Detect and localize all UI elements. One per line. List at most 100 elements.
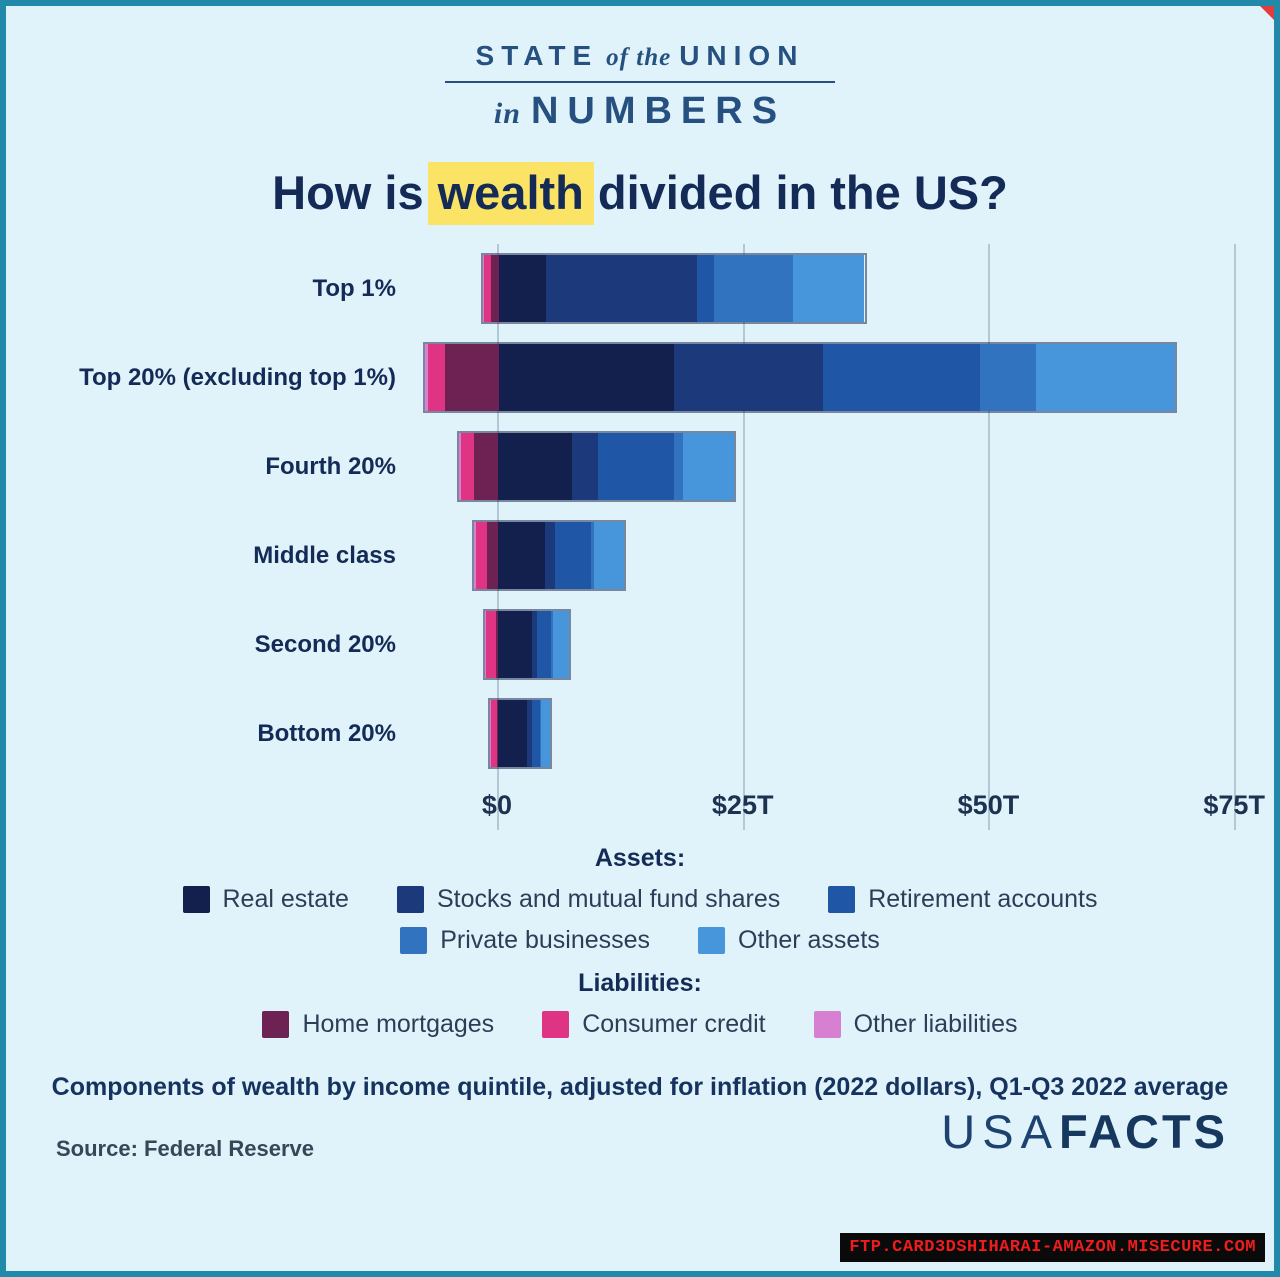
row-plot-area bbox=[420, 600, 1256, 689]
bar-segment-other_assets bbox=[1036, 344, 1176, 411]
legend-item: Real estate bbox=[182, 885, 349, 914]
legend-swatch-icon bbox=[698, 927, 726, 954]
bar-segment-consumer_credit bbox=[484, 255, 491, 322]
stacked-bar bbox=[488, 698, 552, 769]
bar-segment-consumer_credit bbox=[491, 700, 497, 767]
chart-row: Top 20% (excluding top 1%) bbox=[6, 333, 1274, 422]
bar-segment-real_estate bbox=[498, 344, 674, 411]
legend-label: Stocks and mutual fund shares bbox=[436, 885, 781, 913]
bar-segment-other_assets bbox=[683, 433, 734, 500]
bar-segment-real_estate bbox=[498, 700, 527, 767]
usafacts-usa: USA bbox=[941, 1105, 1059, 1158]
bar-segment-home_mortgages bbox=[444, 344, 499, 411]
liabilities-legend-heading: Liabilities: bbox=[578, 969, 702, 997]
logo-line1: STATE of the UNION bbox=[6, 40, 1274, 72]
page-title: How is wealth divided in the US? bbox=[6, 162, 1274, 225]
legend-swatch-icon bbox=[813, 1011, 841, 1038]
axis-tick-label: $0 bbox=[481, 790, 512, 820]
logo-divider bbox=[445, 81, 835, 83]
bar-segment-home_mortgages bbox=[491, 255, 499, 322]
gridline-$25T bbox=[742, 244, 745, 830]
legend-label: Home mortgages bbox=[302, 1010, 495, 1038]
bar-segment-other_assets bbox=[540, 700, 550, 767]
bar-segment-stocks_mutual_funds bbox=[545, 522, 555, 589]
bar-segment-other_liabilities bbox=[425, 344, 429, 411]
bar-segment-private_businesses bbox=[979, 344, 1037, 411]
title-post: divided in the US? bbox=[597, 166, 1008, 219]
category-label: Second 20% bbox=[254, 630, 396, 658]
legend-item: Stocks and mutual fund shares bbox=[396, 885, 781, 914]
bar-segment-real_estate bbox=[498, 611, 533, 678]
legend-swatch-icon bbox=[396, 886, 424, 913]
chart-rows: Top 1% Top 20% (excluding top 1%) Fourth 2… bbox=[6, 244, 1274, 778]
row-plot-area bbox=[420, 689, 1256, 778]
title-highlight: wealth bbox=[427, 162, 594, 225]
bar-segment-consumer_credit bbox=[476, 522, 487, 589]
bar-segment-real_estate bbox=[498, 433, 572, 500]
stacked-bar bbox=[423, 342, 1178, 413]
bar-segment-other_liabilities bbox=[474, 522, 477, 589]
bar-segment-stocks_mutual_funds bbox=[532, 611, 537, 678]
bar-segment-stocks_mutual_funds bbox=[546, 255, 698, 322]
legend-label: Private businesses bbox=[440, 926, 651, 954]
state-of-the-union-logo: STATE of the UNION in NUMBERS bbox=[6, 40, 1274, 133]
stacked-bar bbox=[456, 431, 736, 502]
legend-item: Other liabilities bbox=[813, 1010, 1018, 1039]
bar-segment-home_mortgages bbox=[495, 611, 499, 678]
bar-segment-other_assets bbox=[593, 522, 624, 589]
logo-state: STATE bbox=[475, 40, 599, 71]
bar-segment-retirement_accounts bbox=[823, 344, 980, 411]
bar-segment-retirement_accounts bbox=[536, 611, 551, 678]
legend-row: Private businesses Other assets bbox=[6, 926, 1274, 955]
liabilities-legend-rows: Home mortgages Consumer credit Other liabi… bbox=[6, 1010, 1274, 1039]
corner-artifact bbox=[1260, 6, 1274, 20]
bar-segment-other_liabilities bbox=[485, 611, 487, 678]
chart-caption: Components of wealth by income quintile,… bbox=[51, 1073, 1229, 1101]
bar-segment-consumer_credit bbox=[428, 344, 445, 411]
gridline-$50T bbox=[988, 244, 991, 830]
row-plot-area bbox=[420, 244, 1256, 333]
logo-of-the: of the bbox=[606, 44, 672, 71]
category-label: Bottom 20% bbox=[257, 719, 396, 747]
category-label: Top 1% bbox=[312, 274, 396, 302]
bar-segment-stocks_mutual_funds bbox=[526, 700, 532, 767]
bar-segment-home_mortgages bbox=[496, 700, 499, 767]
category-label: Fourth 20% bbox=[265, 452, 396, 480]
bar-segment-consumer_credit bbox=[486, 611, 496, 678]
legend-swatch-icon bbox=[182, 886, 210, 913]
bar-segment-private_businesses bbox=[673, 433, 684, 500]
axis-tick-label: $25T bbox=[711, 790, 774, 820]
category-label: Top 20% (excluding top 1%) bbox=[79, 363, 396, 391]
legend-row: Real estate Stocks and mutual fund shares… bbox=[6, 885, 1274, 914]
bar-segment-private_businesses bbox=[713, 255, 793, 322]
row-plot-area bbox=[420, 422, 1256, 511]
bar-segment-stocks_mutual_funds bbox=[673, 344, 824, 411]
bar-segment-retirement_accounts bbox=[697, 255, 714, 322]
stacked-bar bbox=[481, 253, 867, 324]
legend-label: Other liabilities bbox=[853, 1010, 1018, 1038]
assets-legend-heading: Assets: bbox=[594, 844, 686, 872]
footer: Source: Federal Reserve USAFACTS bbox=[6, 1102, 1274, 1212]
bar-segment-retirement_accounts bbox=[531, 700, 540, 767]
bar-segment-stocks_mutual_funds bbox=[572, 433, 599, 500]
bar-segment-home_mortgages bbox=[486, 522, 499, 589]
usafacts-logo: USAFACTS bbox=[941, 1104, 1228, 1159]
bar-segment-retirement_accounts bbox=[554, 522, 592, 589]
legend-swatch-icon bbox=[400, 927, 428, 954]
legend-swatch-icon bbox=[828, 886, 856, 913]
axis-tick-label: $75T bbox=[1203, 790, 1265, 820]
legend-swatch-icon bbox=[262, 1011, 290, 1038]
legend-item: Private businesses bbox=[400, 926, 650, 955]
bar-segment-consumer_credit bbox=[460, 433, 475, 500]
wealth-bar-chart: Top 1% Top 20% (excluding top 1%) Fourth 2… bbox=[6, 244, 1274, 830]
row-plot-area bbox=[420, 511, 1256, 600]
assets-legend-rows: Real estate Stocks and mutual fund shares… bbox=[6, 885, 1274, 955]
legend-label: Retirement accounts bbox=[868, 885, 1098, 913]
axis-tick-label: $50T bbox=[957, 790, 1020, 820]
bar-segment-home_mortgages bbox=[474, 433, 499, 500]
usafacts-facts: FACTS bbox=[1058, 1105, 1228, 1158]
legend-row: Home mortgages Consumer credit Other liabi… bbox=[6, 1010, 1274, 1039]
x-axis: $0 $25T $50T $75T bbox=[420, 778, 1265, 830]
bar-segment-real_estate bbox=[498, 522, 546, 589]
logo-union: UNION bbox=[679, 40, 805, 71]
